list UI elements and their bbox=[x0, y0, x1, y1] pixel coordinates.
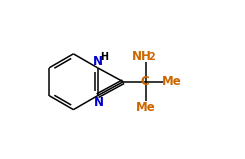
Text: H: H bbox=[100, 52, 108, 62]
Text: Me: Me bbox=[136, 101, 156, 114]
Text: Me: Me bbox=[162, 75, 182, 88]
Text: N: N bbox=[93, 55, 103, 68]
Text: N: N bbox=[94, 96, 104, 109]
Text: NH: NH bbox=[132, 50, 151, 63]
Text: C: C bbox=[141, 75, 149, 88]
Text: 2: 2 bbox=[148, 52, 155, 62]
